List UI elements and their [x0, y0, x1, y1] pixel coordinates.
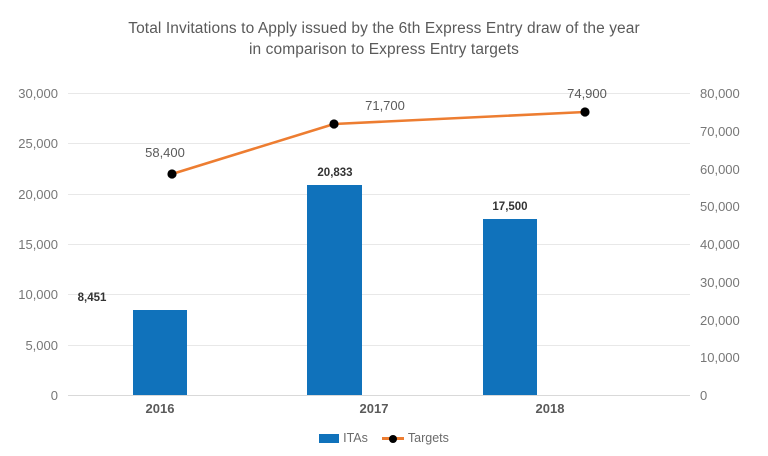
gridline-25000 — [68, 143, 690, 144]
x-tick-2017: 2017 — [359, 401, 389, 416]
x-axis-baseline — [68, 395, 690, 396]
chart-title: Total Invitations to Apply issued by the… — [0, 18, 768, 60]
left-tick-15000: 15,000 — [18, 237, 58, 252]
left-tick-0: 0 — [50, 388, 58, 403]
line-label-2016: 58,400 — [145, 145, 185, 160]
bar-2016-itas[interactable] — [133, 310, 187, 395]
right-tick-60000: 60,000 — [700, 162, 740, 177]
left-axis: 30,000 25,000 20,000 15,000 10,000 5,000… — [0, 0, 58, 456]
right-tick-50000: 50,000 — [700, 199, 740, 214]
left-tick-10000: 10,000 — [18, 287, 58, 302]
gridline-5000 — [68, 345, 690, 346]
right-tick-10000: 10,000 — [700, 350, 740, 365]
legend-label-itas: ITAs — [343, 431, 368, 445]
right-tick-40000: 40,000 — [700, 237, 740, 252]
line-label-2018: 74,900 — [567, 86, 607, 101]
bar-label-2016: 8,451 — [77, 292, 107, 304]
chart-title-line-1: Total Invitations to Apply issued by the… — [128, 20, 640, 37]
line-dot-swatch-icon — [381, 433, 404, 443]
x-tick-2016: 2016 — [145, 401, 175, 416]
bar-label-2018: 17,500 — [492, 201, 528, 213]
right-tick-80000: 80,000 — [700, 86, 740, 101]
legend-item-itas[interactable]: ITAs — [319, 431, 368, 445]
right-axis: 80,000 70,000 60,000 50,000 40,000 30,00… — [700, 0, 768, 456]
right-tick-0: 0 — [700, 388, 708, 403]
x-tick-2018: 2018 — [535, 401, 565, 416]
plot-area — [68, 93, 690, 396]
gridline-20000 — [68, 194, 690, 195]
left-tick-30000: 30,000 — [18, 86, 58, 101]
right-tick-30000: 30,000 — [700, 275, 740, 290]
bar-2018-itas[interactable] — [483, 219, 537, 395]
legend-item-targets[interactable]: Targets — [381, 431, 449, 445]
bar-label-2017: 20,833 — [317, 167, 353, 179]
bar-swatch-icon — [319, 433, 340, 443]
legend-label-targets: Targets — [407, 431, 449, 445]
bar-2017-itas[interactable] — [307, 185, 362, 395]
left-tick-25000: 25,000 — [18, 136, 58, 151]
right-tick-70000: 70,000 — [700, 124, 740, 139]
gridline-10000 — [68, 294, 690, 295]
left-tick-20000: 20,000 — [18, 187, 58, 202]
chart-legend: ITAs Targets — [0, 431, 768, 445]
left-tick-5000: 5,000 — [25, 338, 58, 353]
gridline-15000 — [68, 244, 690, 245]
chart-title-line-2: in comparison to Express Entry targets — [249, 41, 519, 58]
gridline-30000 — [68, 93, 690, 94]
right-tick-20000: 20,000 — [700, 313, 740, 328]
line-label-2017: 71,700 — [365, 98, 405, 113]
